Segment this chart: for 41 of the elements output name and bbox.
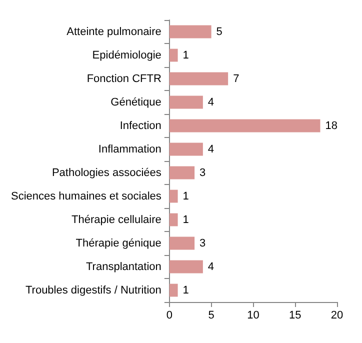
x-tick-label: 0 <box>166 310 172 322</box>
data-label: 18 <box>325 120 338 132</box>
data-label: 7 <box>233 72 240 85</box>
data-label: 3 <box>200 166 206 179</box>
data-label: 4 <box>208 96 214 108</box>
x-tick-label: 5 <box>208 310 214 322</box>
bar <box>169 190 178 203</box>
y-tick-label: Epidémiologie <box>92 49 162 62</box>
bar <box>169 260 203 274</box>
y-tick-label: Atteinte pulmonaire <box>66 26 162 38</box>
data-label: 1 <box>182 214 189 226</box>
y-tick-label: Inflammation <box>98 143 162 156</box>
y-tick-label: Sciences humaines et sociales <box>10 190 162 202</box>
data-label: 3 <box>200 237 206 250</box>
x-tick-label: 20 <box>330 310 344 322</box>
bar <box>169 166 195 180</box>
bar <box>169 96 203 109</box>
data-label: 4 <box>208 143 214 156</box>
bar <box>169 72 228 86</box>
x-tick-label: 15 <box>288 310 302 322</box>
y-tick-label: Thérapie génique <box>76 237 162 250</box>
y-tick-label: Troubles digestifs / Nutrition <box>25 284 162 296</box>
y-tick-label: Génétique <box>110 96 162 108</box>
bar <box>169 284 178 297</box>
data-label: 1 <box>182 284 189 296</box>
bar <box>169 142 203 156</box>
data-label: 4 <box>208 260 214 273</box>
y-tick-label: Pathologies associées <box>52 166 162 179</box>
y-tick-label: Thérapie cellulaire <box>72 214 162 226</box>
bar <box>169 236 195 250</box>
y-tick-label: Transplantation <box>86 260 162 273</box>
x-tick-label: 10 <box>247 310 260 322</box>
data-label: 1 <box>182 190 189 202</box>
bar <box>169 25 212 38</box>
bar <box>169 48 178 62</box>
data-label: 5 <box>216 26 222 38</box>
bar <box>169 213 178 226</box>
y-tick-label: Infection <box>120 120 162 132</box>
data-label: 1 <box>182 49 189 62</box>
y-tick-label: Fonction CFTR <box>86 72 162 85</box>
bar <box>169 119 320 132</box>
